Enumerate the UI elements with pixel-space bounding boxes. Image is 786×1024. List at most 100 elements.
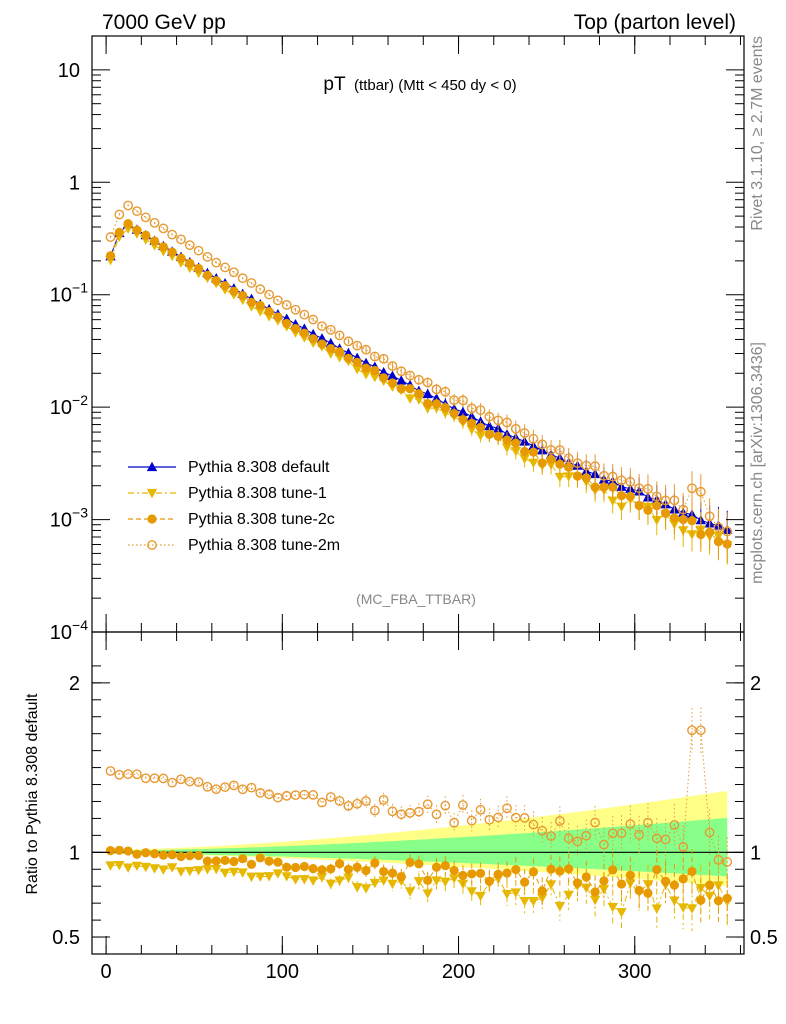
- ratio-point-tune1: [431, 876, 442, 886]
- main-point-tune2c: [361, 363, 371, 373]
- plot-title-sub: (ttbar) (Mtt < 450 dy < 0): [354, 77, 517, 94]
- ratio-point-tune2c: [572, 878, 583, 888]
- main-point-tune2c: [167, 247, 177, 257]
- ratio-point-tune2c: [431, 862, 442, 872]
- main-point-tune2m: [643, 483, 653, 494]
- ratio-point-tune2c: [555, 866, 565, 876]
- legend-label-tune1: Pythia 8.308 tune-1: [188, 485, 327, 502]
- main-point-tune2c: [229, 286, 239, 296]
- analysis-label: (MC_FBA_TTBAR): [356, 591, 476, 607]
- main-point-tune1: [255, 307, 266, 317]
- ratio-point-tune2m: [713, 854, 724, 865]
- main-point-default: [378, 366, 389, 377]
- main-point-tune2m: [695, 486, 706, 497]
- ratio-point-tune2m: [413, 806, 424, 817]
- main-point-tune2m: [502, 417, 512, 428]
- main-point-tune2m: [413, 374, 424, 385]
- ratio-point-tune2m: [273, 792, 283, 803]
- main-point-tune2c: [528, 447, 539, 457]
- main-point-tune1: [510, 446, 521, 457]
- ratio-point-tune2m: [176, 774, 186, 785]
- main-point-tune2c: [616, 491, 627, 501]
- ratio-ylabel: Ratio to Pythia 8.308 default: [24, 693, 41, 895]
- main-point-tune2c: [449, 408, 459, 419]
- main-point-tune2m: [510, 423, 521, 434]
- main-point-tune2c: [431, 399, 442, 409]
- ratio-point-tune1: [528, 897, 539, 907]
- ratio-point-tune2m: [616, 828, 627, 839]
- ratio-point-tune2m: [660, 834, 671, 845]
- main-point-tune2m: [114, 209, 125, 220]
- ratio-point-tune1: [140, 862, 151, 873]
- main-point-tune2m: [704, 511, 715, 522]
- main-point-tune2c: [141, 230, 151, 240]
- ratio-ytick-label-right: 0.5: [750, 927, 778, 949]
- ratio-ytick-label: 0.5: [52, 927, 80, 949]
- main-point-tune2m: [458, 395, 468, 406]
- ratio-point-tune2m: [458, 800, 468, 811]
- main-point-tune2m: [176, 234, 186, 245]
- main-point-tune2m: [396, 366, 407, 377]
- ratio-point-tune2m: [546, 831, 556, 842]
- main-point-tune2m: [440, 386, 451, 397]
- main-point-tune2c: [132, 225, 142, 235]
- main-point-tune2c: [502, 435, 512, 445]
- ratio-point-tune2m: [493, 812, 504, 823]
- ratio-point-tune2c: [123, 846, 133, 856]
- ratio-point-tune1: [334, 876, 345, 886]
- main-point-tune2c: [185, 258, 195, 268]
- main-point-tune2c: [537, 458, 547, 468]
- ratio-point-tune1: [255, 872, 266, 882]
- ratio-point-tune2c: [114, 845, 124, 855]
- ratio-point-tune2m: [695, 725, 706, 736]
- ratio-point-tune2c: [440, 860, 450, 871]
- legend-marker-tune2c: [147, 514, 157, 524]
- main-ytick-label: 10−1: [50, 280, 88, 307]
- ratio-point-tune2m: [228, 780, 239, 791]
- ratio-point-tune2c: [158, 850, 168, 860]
- ratio-point-tune1: [475, 891, 486, 902]
- main-point-default: [422, 388, 433, 399]
- main-point-tune2m: [722, 526, 733, 537]
- main-point-tune1: [528, 458, 539, 468]
- ratio-point-tune2m: [378, 794, 389, 805]
- ratio-point-tune2c: [537, 886, 547, 896]
- ratio-point-tune1: [352, 883, 363, 893]
- ratio-point-tune1: [211, 865, 222, 875]
- ratio-point-tune2c: [643, 888, 653, 898]
- main-point-tune2c: [105, 251, 116, 261]
- ratio-point-tune1: [290, 875, 301, 885]
- ratio-series-tune2c: [105, 845, 732, 925]
- ratio-point-tune1: [343, 873, 354, 883]
- ratio-point-tune2c: [317, 865, 327, 875]
- ratio-point-tune2c: [423, 875, 433, 885]
- ratio-point-tune1: [369, 878, 381, 889]
- ratio-point-tune2m: [634, 829, 645, 840]
- xtick-label: 300: [618, 961, 651, 983]
- ratio-point-tune1: [193, 866, 204, 876]
- ratio-frame: [91, 631, 745, 955]
- ratio-point-tune2m: [625, 819, 636, 830]
- ratio-point-tune2c: [255, 853, 265, 863]
- main-point-tune2c: [405, 384, 415, 394]
- ratio-point-tune2c: [696, 895, 706, 905]
- ratio-point-tune2c: [352, 862, 362, 872]
- ratio-point-tune2c: [387, 868, 398, 878]
- ratio-point-tune2c: [625, 870, 635, 880]
- main-point-tune2c: [484, 429, 494, 440]
- ratio-point-tune2c: [652, 864, 662, 875]
- main-point-tune2m: [237, 273, 248, 284]
- ratio-point-tune1: [651, 904, 662, 914]
- ratio-point-tune2m: [184, 776, 195, 787]
- ratio-point-tune2c: [616, 879, 627, 889]
- ratio-point-tune2m: [528, 819, 539, 830]
- ratio-point-tune1: [413, 877, 425, 887]
- main-point-tune2c: [114, 227, 124, 237]
- main-point-tune2m: [687, 483, 697, 494]
- main-point-tune2c: [158, 242, 168, 252]
- main-point-tune2m: [607, 471, 618, 482]
- main-point-tune2m: [537, 439, 548, 450]
- legend-label-default: Pythia 8.308 default: [188, 459, 330, 476]
- ratio-point-tune2c: [467, 869, 477, 879]
- main-point-tune2m: [563, 453, 574, 464]
